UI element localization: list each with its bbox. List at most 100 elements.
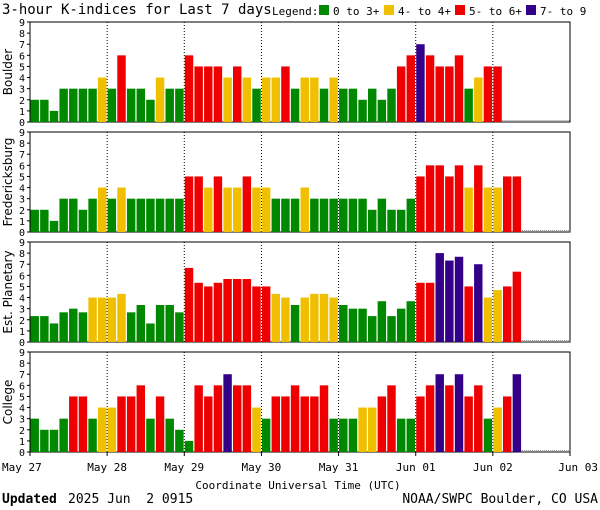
k-bar	[223, 279, 232, 342]
k-bar	[146, 198, 155, 232]
k-bar	[233, 385, 242, 452]
k-bar	[146, 99, 155, 122]
k-bar	[406, 418, 416, 452]
k-bar	[88, 88, 97, 122]
k-bar	[464, 286, 473, 342]
k-bar	[493, 66, 502, 122]
k-bar	[503, 286, 512, 342]
k-bar	[165, 305, 174, 342]
k-bar	[445, 260, 454, 342]
y-tick-label: 8	[19, 29, 25, 40]
k-bar	[184, 267, 194, 342]
k-bar	[204, 66, 213, 122]
k-bar	[117, 396, 126, 452]
k-bar	[425, 55, 435, 123]
y-tick-label: 4	[19, 294, 25, 305]
y-tick-label: 9	[19, 348, 25, 359]
k-bar	[213, 282, 223, 342]
k-bar	[213, 176, 223, 232]
k-bar	[300, 297, 309, 342]
k-bar	[454, 374, 464, 452]
k-bar	[435, 66, 444, 122]
k-bar	[493, 407, 502, 452]
x-tick-label: May 29	[164, 461, 204, 474]
k-bar	[126, 198, 136, 232]
legend-swatch	[526, 5, 536, 15]
k-bar	[261, 77, 271, 122]
station-label: College	[1, 380, 15, 425]
k-bar	[107, 297, 117, 342]
k-bar	[175, 198, 184, 232]
k-bar	[512, 176, 522, 232]
k-bar	[98, 407, 107, 452]
k-bar	[252, 88, 261, 122]
k-bar	[281, 297, 290, 342]
y-tick-label: 0	[19, 338, 25, 349]
y-tick-label: 1	[19, 217, 25, 228]
k-bar	[252, 187, 261, 232]
y-tick-label: 4	[19, 404, 25, 415]
station-label: Boulder	[1, 49, 15, 96]
k-bar	[252, 286, 261, 342]
k-bar	[358, 198, 367, 232]
y-tick-label: 9	[19, 238, 25, 249]
k-bar	[78, 209, 88, 232]
k-bar	[493, 187, 502, 232]
k-bar	[107, 198, 117, 232]
k-bar	[204, 286, 213, 342]
k-bar	[59, 88, 68, 122]
k-bar	[59, 198, 68, 232]
k-bar	[78, 88, 88, 122]
k-bar	[396, 418, 406, 452]
k-bar	[454, 256, 464, 342]
k-bar	[387, 385, 396, 452]
k-bar	[40, 429, 49, 452]
k-bar	[348, 418, 358, 452]
k-bar	[175, 88, 184, 122]
y-tick-label: 8	[19, 249, 25, 260]
y-tick-label: 0	[19, 228, 25, 239]
k-bar	[136, 88, 146, 122]
k-bar	[329, 418, 338, 452]
k-bar	[290, 305, 300, 342]
legend-swatch	[319, 5, 329, 15]
k-bar	[445, 385, 454, 452]
k-bar	[233, 279, 242, 342]
k-bar	[474, 165, 483, 232]
k-bar	[377, 396, 387, 452]
y-tick-label: 8	[19, 359, 25, 370]
k-bar	[40, 316, 49, 342]
k-bar	[416, 396, 425, 452]
k-bar	[300, 77, 309, 122]
k-bar	[300, 396, 309, 452]
k-bar	[194, 176, 203, 232]
k-bar	[126, 88, 136, 122]
y-tick-label: 3	[19, 85, 25, 96]
k-bar	[271, 293, 281, 342]
k-bar	[155, 305, 165, 342]
k-bar	[358, 407, 367, 452]
k-bar	[242, 385, 252, 452]
k-bar	[425, 385, 435, 452]
k-bar	[49, 220, 59, 232]
k-bar	[69, 198, 78, 232]
k-bar	[261, 286, 271, 342]
k-bar	[368, 316, 377, 342]
k-bar	[348, 88, 358, 122]
y-tick-label: 1	[19, 107, 25, 118]
k-bar	[445, 176, 454, 232]
x-tick-label: May 31	[319, 461, 359, 474]
k-bar	[300, 187, 309, 232]
k-bar	[49, 110, 59, 122]
k-bar	[165, 198, 174, 232]
k-bar	[194, 282, 203, 342]
k-bar	[69, 308, 78, 342]
k-bar	[30, 99, 39, 122]
x-tick-label: Jun 01	[396, 461, 436, 474]
y-tick-label: 3	[19, 305, 25, 316]
k-bar	[329, 198, 338, 232]
k-bar	[146, 418, 155, 452]
k-bar	[339, 198, 348, 232]
k-bar	[368, 407, 377, 452]
station-label: Fredericksburg	[1, 138, 15, 227]
